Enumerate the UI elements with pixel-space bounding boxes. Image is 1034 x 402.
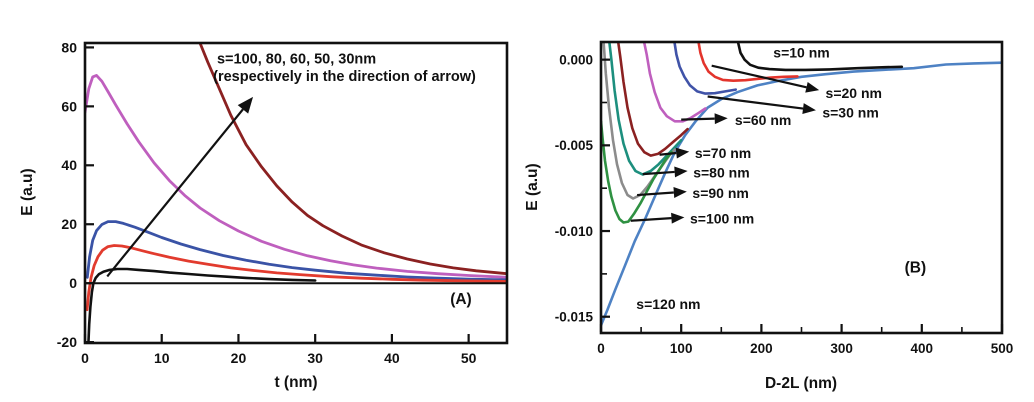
- annotation-arrowhead-icon: [675, 147, 690, 159]
- curve-s=30nm: [87, 267, 317, 343]
- curve-s=20nm: [697, 42, 799, 82]
- annotation-respectivelyinthedirectionofarrow: (respectively in the direction of arrow): [213, 69, 476, 85]
- annotation-s=20nm: s=20 nm: [826, 85, 882, 101]
- x-tick-label: 400: [911, 341, 934, 356]
- series-group-B: [601, 42, 1002, 327]
- annotation-s=120nm: s=120 nm: [636, 296, 700, 312]
- annotation-s=30nm: s=30 nm: [822, 104, 878, 120]
- annotation-s=90nm: s=90 nm: [692, 185, 748, 201]
- y-tick-label: -0.015: [555, 309, 594, 324]
- curve-s=50nm: [85, 244, 507, 312]
- annotation-arrowhead-icon: [673, 187, 687, 198]
- annotation-s=70nm: s=70 nm: [695, 145, 751, 161]
- annotation-arrow-line: [106, 108, 244, 278]
- y-tick-label: 0.000: [559, 52, 593, 67]
- x-axis-title-A: t (nm): [274, 374, 317, 391]
- annotation-arrowhead-icon: [671, 212, 685, 224]
- x-tick-label: 500: [991, 341, 1014, 356]
- curve-s=100nm: [601, 120, 673, 224]
- y-tick-label: 20: [61, 216, 77, 232]
- annotation-s=60nm: s=60 nm: [735, 112, 791, 128]
- annotation-arrow-line: [681, 117, 715, 121]
- y-tick-label: 40: [61, 157, 77, 173]
- x-tick-label: 20: [231, 350, 247, 366]
- annotation-arrow-line: [642, 170, 675, 176]
- annotation-arrow-line: [659, 151, 677, 156]
- annotation-arrow-line: [630, 217, 672, 222]
- annotation-arrowhead-icon: [237, 96, 254, 114]
- curve-s=60nm: [642, 42, 707, 123]
- annotation-arrowhead-icon: [802, 103, 816, 114]
- annotation-s=80nm: s=80 nm: [693, 164, 749, 180]
- curve-s=80nm: [608, 42, 683, 176]
- annotation-B: (B): [905, 259, 927, 276]
- x-tick-label: 10: [154, 350, 170, 366]
- x-tick-label: 50: [461, 350, 477, 366]
- annotation-arrowhead-icon: [714, 113, 728, 125]
- plot-frame-B: [599, 40, 1004, 335]
- y-axis-title-A: E (a.u): [19, 168, 36, 215]
- annotation-A: (A): [450, 291, 472, 308]
- curve-s=120nm: [601, 61, 1002, 327]
- curve-s=80nm: [85, 74, 507, 279]
- y-tick-label: 60: [61, 98, 77, 114]
- curve-s=60nm: [85, 220, 507, 282]
- x-axis-title-B: D-2L (nm): [765, 375, 837, 392]
- y-tick-label: -20: [57, 334, 77, 350]
- curve-s=70nm: [616, 42, 689, 157]
- x-tick-label: 0: [81, 350, 89, 366]
- annotation-s=10080605030nm: s=100, 80, 60, 50, 30nm: [217, 51, 376, 67]
- annotation-arrow-line: [707, 95, 804, 110]
- y-axis-title-B: E (a.u): [524, 163, 541, 210]
- curve-s=10nm: [736, 42, 904, 72]
- y-tick-label: -0.010: [555, 224, 593, 239]
- x-tick-label: 40: [384, 350, 400, 366]
- x-tick-label: 200: [750, 341, 773, 356]
- annotation-arrow-line: [637, 191, 674, 197]
- curve-s=100nm: [198, 43, 507, 276]
- x-tick-label: 0: [597, 341, 605, 356]
- x-tick-label: 300: [830, 341, 853, 356]
- y-tick-label: -0.005: [555, 138, 594, 153]
- y-tick-label: 0: [69, 275, 77, 291]
- annotation-arrow-line: [711, 64, 807, 89]
- annotation-s=10nm: s=10 nm: [773, 44, 829, 60]
- annotation-arrowhead-icon: [805, 81, 820, 93]
- x-tick-label: 100: [670, 341, 693, 356]
- annotation-s=100nm: s=100 nm: [690, 211, 754, 227]
- curve-s=30nm: [673, 42, 737, 95]
- panel-b-energy-vs-d2l: 0 100 200 300 400 500 0.000 -0.005 -0.010 -0.015 D…: [524, 40, 1014, 392]
- annotation-arrowhead-icon: [674, 166, 688, 178]
- plot-frame-A: [83, 41, 509, 345]
- x-tick-label: 30: [307, 350, 323, 366]
- y-tick-label: 80: [61, 39, 77, 55]
- series-group-A: [85, 43, 507, 343]
